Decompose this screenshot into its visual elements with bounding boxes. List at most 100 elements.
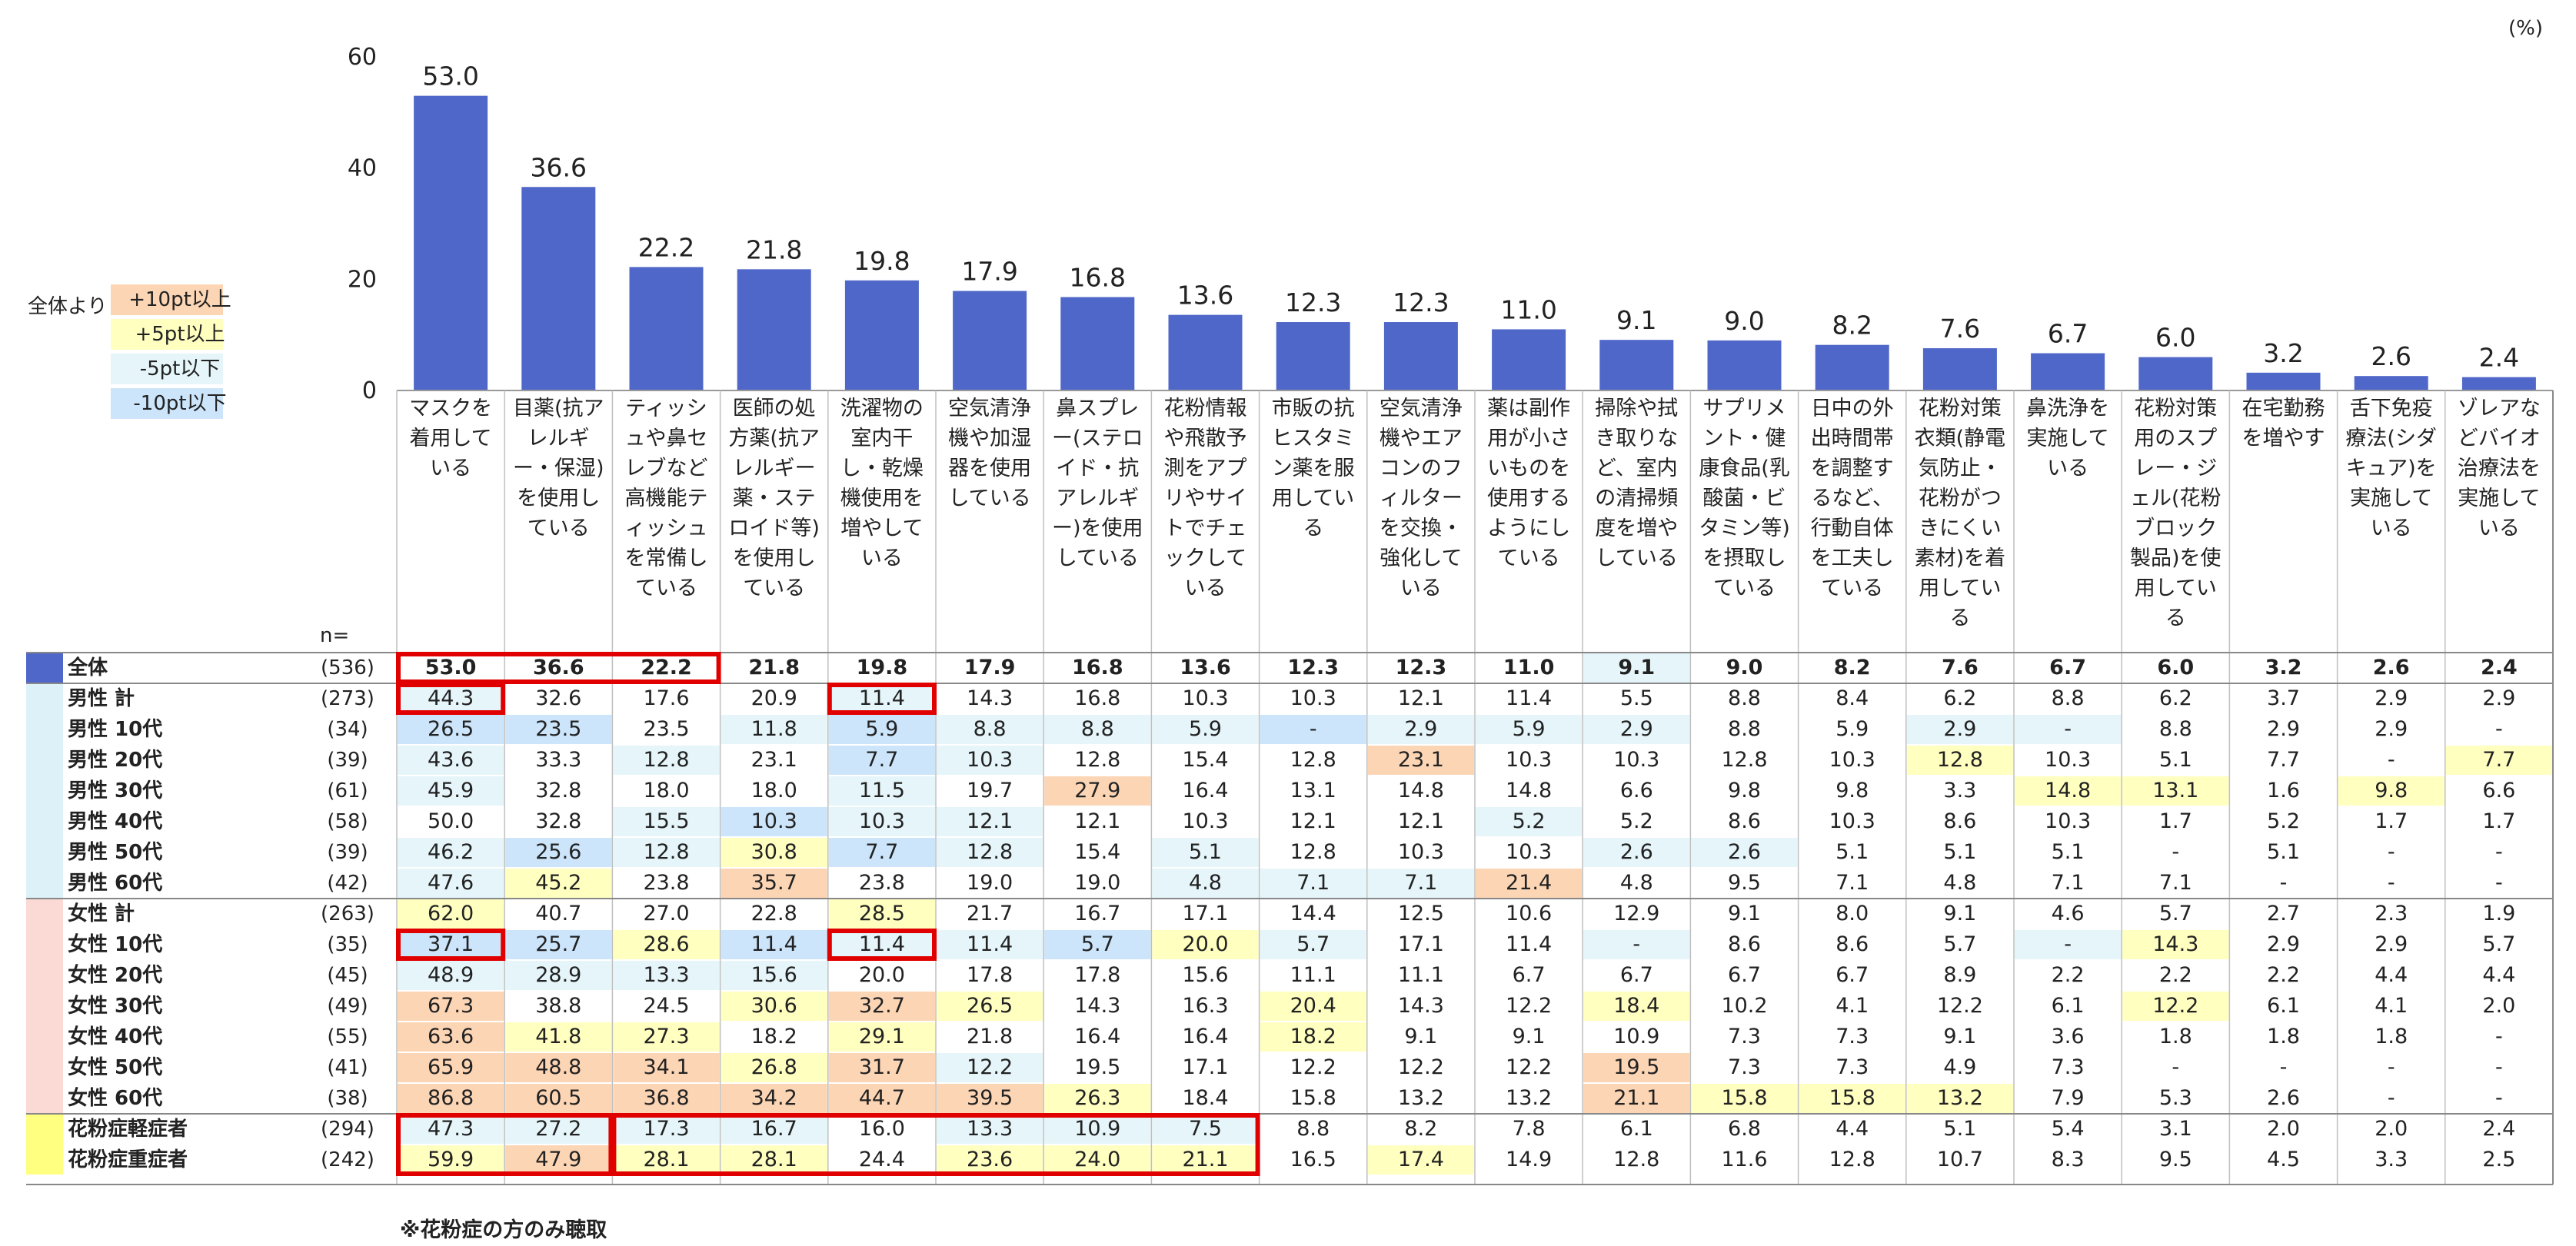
table-cell: 21.7 [967,902,1013,925]
cell-fill [505,838,612,867]
table-cell: 10.2 [1721,994,1768,1018]
table-cell: 31.7 [858,1055,905,1079]
cell-fill [505,961,612,990]
table-cell: 4.9 [1943,1055,1977,1079]
table-cell: 12.8 [1936,748,1983,772]
table-cell: 10.3 [1506,840,1553,864]
table-cell: 5.5 [1619,686,1653,710]
row-sample-size: (41) [327,1056,368,1079]
table-cell: 12.5 [1397,902,1444,925]
category-label: 花粉情報や飛散予測をアプリやサイトでチェックしている [1163,397,1247,600]
bar-value-label: 21.8 [746,234,802,264]
y-tick-label: 20 [348,266,377,293]
table-cell: - [2387,1086,2395,1110]
category-label: 目薬(抗アレルギー・保湿)を使用している [513,397,604,540]
bar-value-label: 2.6 [2371,341,2411,371]
table-cell: 28.6 [643,932,690,956]
table-cell: 13.3 [643,963,690,987]
table-row: 女性 40代 (55) 63.6 41.8 27.3 18.2 29.1 21.8 16.4 16… [0,1022,2576,1052]
table-cell: 1.7 [2158,809,2192,833]
table-cell: 23.1 [751,748,797,772]
group-swatch [26,653,63,683]
table-cell: 7.1 [2158,871,2192,895]
unit-label: (%) [2508,17,2543,40]
legend-item-minus5: -5pt以下 [139,357,221,380]
table-cell: 8.8 [1296,1117,1330,1141]
table-cell: 12.8 [1721,748,1768,772]
table-cell: 20.0 [1182,932,1229,956]
table-cell: 37.1 [428,932,474,956]
table-cell: 34.2 [751,1086,797,1110]
table-cell: 36.6 [532,656,584,679]
table-cell: 59.9 [428,1148,474,1171]
table-cell: 1.8 [2158,1025,2192,1048]
table-row: 男性 30代 (61) 45.9 32.8 18.0 18.0 11.5 19.7 27.9 16… [0,776,2576,806]
table-cell: 19.7 [967,779,1013,802]
table-cell: 11.4 [751,932,797,956]
cell-fill [1152,1115,1259,1144]
cell-fill [721,715,827,744]
table-cell: 26.5 [967,994,1013,1018]
highlight-box [396,929,506,961]
table-cell: 18.2 [751,1025,797,1048]
cell-fill [721,961,827,990]
table-cell: 9.1 [1943,1025,1977,1048]
cell-fill [1152,715,1259,744]
table-cell: - [2495,1055,2503,1079]
table-cell: 6.1 [2267,994,2300,1018]
cell-fill [1583,1053,1690,1082]
table-row: 男性 40代 (58) 50.0 32.8 15.5 10.3 10.3 12.1 12.1 10… [0,806,2576,837]
table-cell: 2.0 [2267,1117,2300,1141]
cell-fill [1367,869,1474,898]
category-label: 市販の抗ヒスタミン薬を服用している [1271,397,1355,540]
table-cell: 17.1 [1182,902,1229,925]
table-cell: 12.1 [1397,809,1444,833]
table-cell: 5.1 [1943,840,1977,864]
table-cell: 20.9 [751,686,797,710]
table-cell: 39.5 [967,1086,1013,1110]
table-cell: 32.8 [535,809,582,833]
table-cell: 16.8 [1071,656,1123,679]
table-row: 女性 20代 (45) 48.9 28.9 13.3 15.6 20.0 17.8 17.8 15… [0,960,2576,991]
row-sample-size: (61) [327,779,368,802]
table-cell: 8.8 [1728,686,1761,710]
table-cell: 6.1 [1619,1117,1653,1141]
table-cell: 11.5 [858,779,905,802]
table-cell: - [2387,748,2395,772]
cell-fill [398,1022,504,1052]
table-cell: 8.2 [1833,656,1871,679]
table-cell: 27.2 [535,1117,582,1141]
row-sample-size: (55) [327,1025,368,1048]
table-cell: 9.8 [2375,779,2408,802]
bar [521,187,596,390]
table-cell: 24.5 [643,994,690,1018]
table-cell: 12.2 [1290,1055,1336,1079]
table-cell: 8.9 [1943,963,1977,987]
bar-value-label: 6.0 [2155,323,2195,353]
table-cell: 44.7 [858,1086,905,1110]
table-cell: 25.7 [535,932,582,956]
table-cell: 2.6 [2267,1086,2300,1110]
cell-fill [1044,930,1151,959]
bar [953,291,1027,390]
table-cell: 12.1 [1290,809,1336,833]
cell-fill [721,1115,827,1144]
table-cell: 28.1 [643,1148,690,1171]
table-cell: 4.1 [2375,994,2408,1018]
table-cell: 60.5 [535,1086,582,1110]
cell-fill [721,992,827,1021]
legend-item-plus10: +10pt以上 [128,288,231,311]
table-cell: 4.6 [2051,902,2085,925]
cell-fill [828,715,935,744]
bar-value-label: 6.7 [2048,319,2088,349]
table-row: 男性 計 (273) 44.3 32.6 17.6 20.9 11.4 14.3 16.8 10.… [0,683,2576,714]
table-cell: 2.6 [2372,656,2410,679]
cell-fill [398,992,504,1021]
table-row: 花粉症重症者 (242) 59.9 47.9 28.1 28.1 24.4 23.6 24.0 2… [0,1145,2576,1175]
table-cell: 11.1 [1290,963,1336,987]
table-cell: 16.0 [858,1117,905,1141]
table-cell: 3.3 [2375,1148,2408,1171]
cell-fill [1367,746,1474,775]
table-cell: 2.6 [1619,840,1653,864]
table-cell: 20.0 [858,963,905,987]
